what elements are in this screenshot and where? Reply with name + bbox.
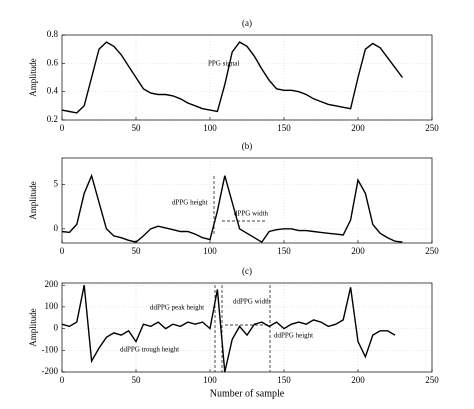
y-tick-label: 0.8	[47, 29, 59, 39]
x-tick-label: 100	[203, 123, 217, 133]
x-tick-label: 50	[132, 375, 142, 385]
annotation: ddPPG height	[274, 332, 313, 340]
x-tick-label: 200	[351, 375, 365, 385]
x-tick-label: 250	[425, 246, 439, 256]
y-tick-label: -200	[42, 366, 59, 376]
y-tick-label: 0	[54, 323, 59, 333]
x-tick-label: 100	[203, 375, 217, 385]
x-tick-label: 50	[132, 123, 142, 133]
x-tick-label: 200	[351, 123, 365, 133]
y-tick-label: 0.2	[47, 114, 58, 124]
y-tick-label: 0	[54, 223, 59, 233]
panel-title: (b)	[242, 141, 253, 151]
x-axis-label: Number of sample	[210, 388, 285, 399]
y-tick-label: 5	[54, 179, 59, 189]
x-tick-label: 250	[425, 375, 439, 385]
x-tick-label: 200	[351, 246, 365, 256]
x-tick-label: 150	[277, 375, 291, 385]
panel-title: (a)	[242, 18, 252, 28]
annotation: dPPG height	[172, 199, 208, 207]
panel-title: (c)	[242, 266, 252, 276]
annotation: ddPPG peak height	[150, 304, 204, 312]
annotation: ddPPG trough height	[120, 346, 179, 354]
annotation: PPG signal	[208, 60, 239, 68]
data-line	[61, 41, 403, 114]
x-tick-label: 0	[60, 123, 65, 133]
y-tick-label: 200	[45, 279, 59, 289]
y-axis-label: Amplitude	[28, 181, 38, 220]
axes-frame	[61, 282, 433, 373]
data-line	[61, 173, 403, 244]
axes-frame	[61, 157, 433, 244]
y-tick-label: 100	[45, 301, 59, 311]
x-tick-label: 50	[132, 246, 142, 256]
x-tick-label: 0	[60, 375, 65, 385]
x-tick-label: 100	[203, 246, 217, 256]
axes-frame	[61, 34, 433, 121]
x-tick-label: 250	[425, 123, 439, 133]
data-line	[61, 285, 396, 373]
x-tick-label: 150	[277, 246, 291, 256]
annotation: ddPPG width	[233, 298, 271, 306]
x-tick-label: 150	[277, 123, 291, 133]
y-axis-label: Amplitude	[28, 58, 38, 97]
y-axis-label: Amplitude	[28, 308, 38, 347]
y-tick-label: 0.4	[47, 86, 59, 96]
x-tick-label: 0	[60, 246, 65, 256]
y-tick-label: -100	[42, 344, 59, 354]
y-tick-label: 0.6	[47, 57, 59, 67]
annotation: dPPG width	[234, 210, 269, 218]
